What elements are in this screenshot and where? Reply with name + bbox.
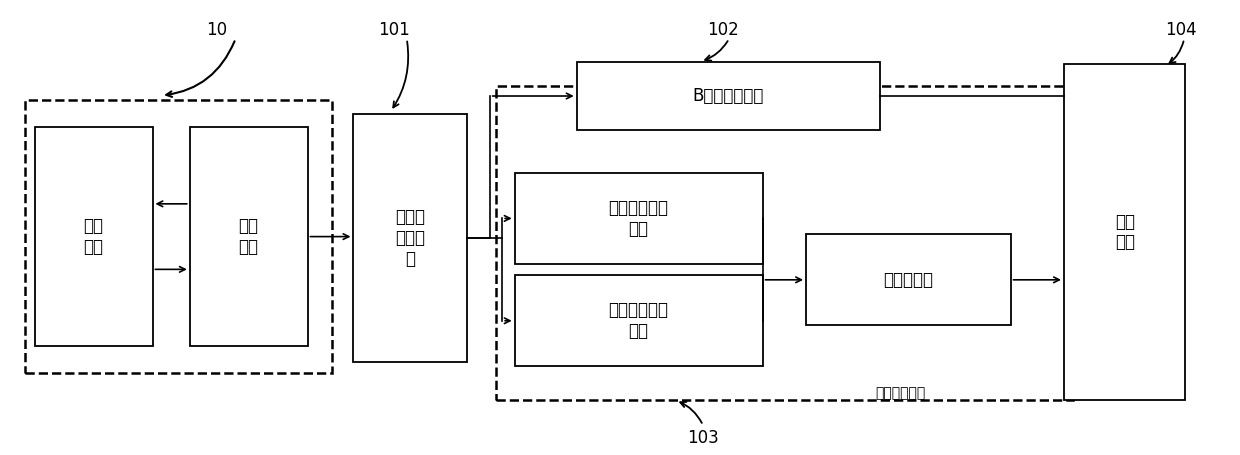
Text: 质量参数计算
模块: 质量参数计算 模块 <box>609 301 668 340</box>
Bar <box>1064 64 1185 400</box>
Text: 10: 10 <box>206 20 228 39</box>
Bar <box>353 114 467 362</box>
Text: 信号预
处理装
置: 信号预 处理装 置 <box>396 208 425 268</box>
Text: 显示
装置: 显示 装置 <box>1115 212 1135 252</box>
Bar <box>577 62 880 130</box>
Bar <box>496 86 1073 400</box>
Bar <box>25 100 332 373</box>
Text: 发射
接收: 发射 接收 <box>238 217 259 256</box>
Bar <box>806 234 1011 325</box>
Text: 101: 101 <box>378 20 410 39</box>
Text: 帧处理模块: 帧处理模块 <box>883 271 934 289</box>
Text: 104: 104 <box>1164 20 1197 39</box>
Bar <box>190 127 308 346</box>
Text: B信号处理装置: B信号处理装置 <box>693 87 764 105</box>
Bar <box>515 173 763 264</box>
Text: 102: 102 <box>707 20 739 39</box>
Text: 弹性信息检测
模块: 弹性信息检测 模块 <box>609 199 668 238</box>
Text: 超声
探头: 超声 探头 <box>83 217 104 256</box>
Text: 103: 103 <box>687 429 719 447</box>
Text: 弹性处理装置: 弹性处理装置 <box>875 387 925 400</box>
Bar <box>35 127 153 346</box>
Bar <box>515 275 763 366</box>
